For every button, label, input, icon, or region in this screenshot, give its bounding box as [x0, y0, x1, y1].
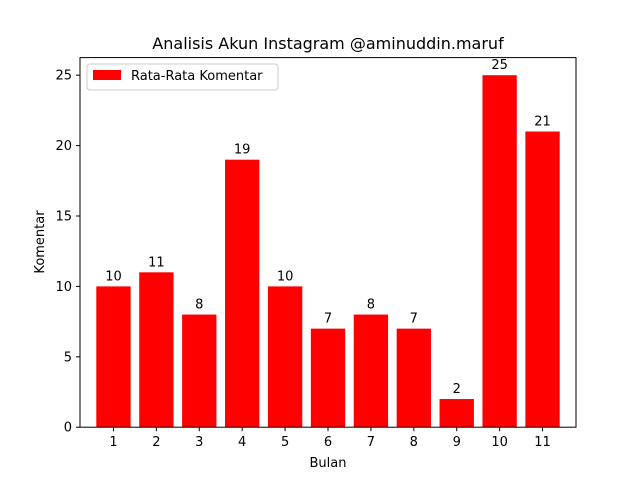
x-tick-label: 10: [491, 435, 508, 450]
data-label: 21: [534, 115, 551, 130]
y-axis-label: Komentar: [33, 210, 48, 274]
x-tick-label: 7: [367, 435, 375, 450]
bars-group: [96, 75, 560, 428]
y-tick-label: 25: [55, 69, 72, 84]
bar: [267, 286, 303, 428]
chart-title: Analisis Akun Instagram @aminuddin.maruf: [152, 34, 504, 53]
data-label: 11: [148, 255, 165, 270]
plot-frame: [79, 57, 577, 428]
x-tick-label: 8: [410, 435, 418, 450]
x-tick-label: 3: [195, 435, 203, 450]
bar: [96, 286, 131, 428]
bar: [225, 159, 260, 428]
data-label: 8: [195, 298, 203, 313]
x-axis-label: Bulan: [310, 456, 347, 471]
data-labels-group: 10 11 8 19 10 7 8 7 2 25 21: [105, 58, 551, 397]
x-tick-label: 5: [281, 435, 289, 450]
data-label: 8: [367, 298, 375, 313]
legend-swatch: [93, 70, 121, 80]
y-tick-label: 5: [64, 350, 72, 365]
data-label: 7: [324, 312, 332, 327]
data-label: 25: [491, 58, 508, 73]
x-tick-label: 11: [534, 435, 551, 450]
x-axis-ticks: 1 2 3 4 5 6 7 8 9 10 11: [109, 427, 551, 450]
bar: [182, 314, 217, 428]
bar: [525, 131, 560, 428]
x-tick-label: 4: [238, 435, 246, 450]
data-label: 19: [234, 143, 251, 158]
y-axis-ticks: 0 5 10 15 20 25: [55, 69, 80, 436]
data-label: 7: [410, 312, 418, 327]
bar: [139, 272, 174, 428]
x-tick-label: 2: [152, 435, 160, 450]
data-label: 10: [277, 269, 294, 284]
data-label: 10: [105, 269, 122, 284]
x-tick-label: 6: [324, 435, 332, 450]
y-tick-label: 20: [55, 139, 72, 154]
bar: [310, 328, 346, 428]
y-tick-label: 15: [55, 210, 72, 225]
y-tick-label: 10: [55, 280, 72, 295]
x-tick-label: 1: [109, 435, 117, 450]
bar: [482, 75, 517, 428]
legend-frame: [86, 63, 279, 91]
y-tick-label: 0: [64, 421, 72, 436]
bar: [439, 399, 474, 428]
bar: [353, 314, 389, 428]
bar: [396, 328, 431, 428]
legend: Rata-Rata Komentar: [86, 63, 279, 91]
data-label: 2: [453, 382, 461, 397]
legend-label: Rata-Rata Komentar: [131, 69, 263, 84]
x-tick-label: 9: [453, 435, 461, 450]
